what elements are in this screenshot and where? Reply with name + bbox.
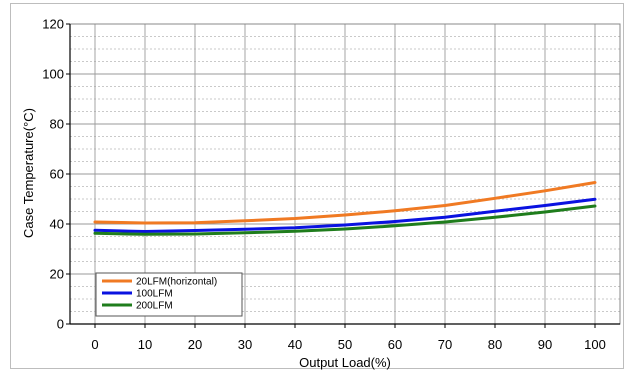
x-tick-label: 50 xyxy=(338,337,352,352)
series-line xyxy=(93,197,597,233)
series-line xyxy=(93,204,597,236)
legend-label: 100LFM xyxy=(136,289,173,300)
axes xyxy=(66,23,621,328)
y-tick-label: 20 xyxy=(50,267,64,282)
x-axis-label: Output Load(%) xyxy=(299,355,391,370)
x-tick-label: 70 xyxy=(438,337,452,352)
y-tick-label: 60 xyxy=(50,167,64,182)
x-tick-label: 100 xyxy=(584,337,606,352)
x-tick-label: 30 xyxy=(238,337,252,352)
y-tick-label: 100 xyxy=(42,67,64,82)
tick-labels: 0 20 40 60 80 100 120 0 10 20 30 40 50 60 70 80 90 100 xyxy=(42,17,606,353)
y-tick-label: 0 xyxy=(57,317,64,332)
series-layer xyxy=(93,181,597,236)
y-tick-label: 80 xyxy=(50,117,64,132)
x-tick-label: 60 xyxy=(388,337,402,352)
x-tick-label: 20 xyxy=(188,337,202,352)
x-tick-label: 10 xyxy=(138,337,152,352)
y-tick-label: 120 xyxy=(42,17,64,32)
series-line xyxy=(93,181,597,225)
y-axis-label: Case Temperature(°C) xyxy=(21,108,36,238)
x-tick-label: 40 xyxy=(288,337,302,352)
legend-label: 20LFM(horizontal) xyxy=(136,277,217,288)
x-tick-label: 0 xyxy=(91,337,98,352)
legend-label: 200LFM xyxy=(136,301,173,312)
y-tick-label: 40 xyxy=(50,217,64,232)
x-tick-label: 90 xyxy=(538,337,552,352)
x-tick-label: 80 xyxy=(488,337,502,352)
